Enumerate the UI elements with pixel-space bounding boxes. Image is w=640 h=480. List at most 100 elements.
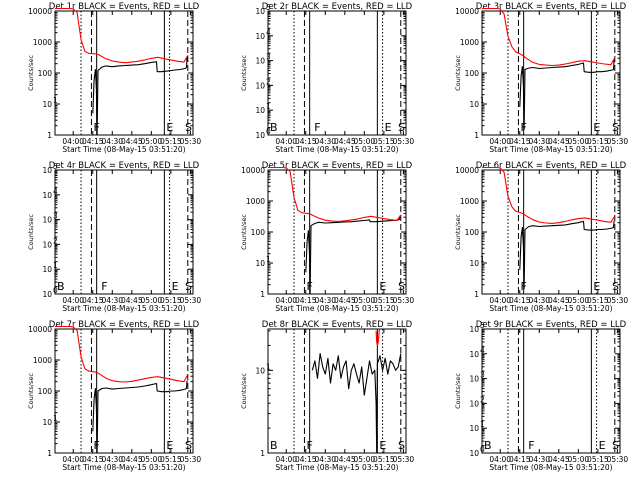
y-axis-label: Counts/sec [27, 214, 35, 250]
x-axis-label: Start Time (08-May-15 03:51:20) [62, 463, 185, 472]
y-tick-exponent: 5 [480, 321, 485, 330]
x-tick-label: 05:00 [141, 296, 163, 305]
x-tick-label: 04:00 [275, 137, 297, 146]
y-tick-exponent: 4 [53, 187, 58, 196]
marker-s: S [185, 280, 192, 293]
marker-e: E [166, 439, 173, 452]
events-series-line [519, 60, 615, 131]
y-axis-label: Counts/sec [454, 55, 462, 91]
y-tick-label: 10 [469, 350, 479, 359]
marker-f: F [306, 439, 312, 452]
x-tick-label: 04:15 [82, 137, 104, 146]
panel-title: Det 3r BLACK = Events, RED = LLD [476, 2, 627, 12]
y-tick-label: 10 [42, 240, 52, 249]
y-axis-label: Counts/sec [27, 373, 35, 409]
y-tick-exponent: 1 [53, 261, 58, 270]
x-tick-label: 04:30 [314, 455, 336, 464]
marker-b: B [270, 439, 278, 452]
lld-series-line [55, 325, 189, 383]
y-tick-label: 1 [474, 131, 479, 140]
x-tick-label: 05:15 [587, 296, 609, 305]
x-tick-label: 04:15 [509, 296, 531, 305]
y-axis-label: Counts/sec [240, 373, 248, 409]
marker-f: F [314, 121, 320, 134]
x-tick-label: 05:30 [180, 137, 202, 146]
marker-f: F [93, 439, 99, 452]
marker-s: S [398, 280, 405, 293]
panel-title: Det 2r BLACK = Events, RED = LLD [262, 2, 413, 12]
events-series-line [92, 380, 188, 454]
y-tick-label: 1 [260, 290, 265, 299]
marker-b: B [57, 280, 65, 293]
x-tick-label: 05:30 [180, 296, 202, 305]
y-tick-label: 1000 [246, 197, 265, 206]
x-axis-label: Start Time (08-May-15 03:51:20) [275, 145, 398, 154]
y-tick-exponent: 1 [266, 102, 271, 111]
plot-frame [481, 169, 621, 295]
y-tick-exponent: 1 [480, 420, 485, 429]
x-tick-label: 04:15 [295, 137, 317, 146]
x-tick-label: 04:15 [295, 455, 317, 464]
x-tick-label: 05:30 [607, 296, 629, 305]
y-tick-label: 10 [42, 166, 52, 175]
x-tick-label: 05:30 [180, 455, 202, 464]
x-tick-label: 05:30 [607, 137, 629, 146]
y-tick-label: 10 [255, 106, 265, 115]
x-tick-label: 05:30 [607, 455, 629, 464]
y-tick-label: 100 [465, 69, 480, 78]
marker-f: F [520, 121, 526, 134]
x-tick-label: 04:45 [334, 137, 356, 146]
x-tick-label: 05:15 [587, 137, 609, 146]
y-tick-exponent: 4 [480, 346, 485, 355]
y-tick-label: 10 [469, 449, 479, 458]
marker-b: B [270, 121, 278, 134]
marker-s: S [185, 439, 192, 452]
plot-frame [54, 169, 194, 295]
y-tick-exponent: 3 [480, 371, 485, 380]
marker-b: B [484, 439, 492, 452]
y-axis-label: Counts/sec [27, 55, 35, 91]
x-tick-label: 04:45 [334, 455, 356, 464]
y-tick-exponent: 1 [266, 362, 271, 371]
x-tick-label: 04:45 [334, 296, 356, 305]
x-tick-label: 04:00 [62, 137, 84, 146]
marker-s: S [185, 121, 192, 134]
y-tick-label: 10 [469, 259, 479, 268]
y-tick-label: 10 [255, 57, 265, 66]
panel-title: Det 4r BLACK = Events, RED = LLD [49, 161, 200, 171]
y-tick-exponent: 2 [53, 236, 58, 245]
y-tick-label: 10 [469, 100, 479, 109]
marker-f: F [93, 121, 99, 134]
events-series-line [305, 217, 401, 295]
y-tick-label: 10 [42, 100, 52, 109]
y-tick-label: 10 [255, 259, 265, 268]
y-axis-label: Counts/sec [240, 55, 248, 91]
y-tick-label: 10 [469, 424, 479, 433]
x-tick-label: 04:45 [121, 137, 143, 146]
marker-e: E [172, 280, 179, 293]
marker-s: S [612, 280, 619, 293]
x-tick-label: 04:45 [548, 296, 570, 305]
x-tick-label: 04:15 [295, 296, 317, 305]
y-tick-exponent: 1 [480, 255, 485, 264]
x-tick-label: 05:00 [354, 296, 376, 305]
x-tick-label: 05:15 [160, 296, 182, 305]
x-axis-label: Start Time (08-May-15 03:51:20) [489, 463, 612, 472]
x-tick-label: 04:30 [101, 455, 123, 464]
x-tick-label: 05:00 [354, 455, 376, 464]
plot-frame [54, 10, 194, 136]
y-tick-exponent: 0 [480, 445, 485, 454]
x-tick-label: 04:45 [548, 455, 570, 464]
lld-series-line [268, 166, 402, 222]
x-tick-label: 05:15 [160, 455, 182, 464]
x-tick-label: 04:15 [509, 137, 531, 146]
y-axis-label: Counts/sec [454, 214, 462, 250]
x-tick-label: 04:45 [121, 455, 143, 464]
events-series-line [519, 220, 615, 290]
y-tick-exponent: 2 [480, 395, 485, 404]
